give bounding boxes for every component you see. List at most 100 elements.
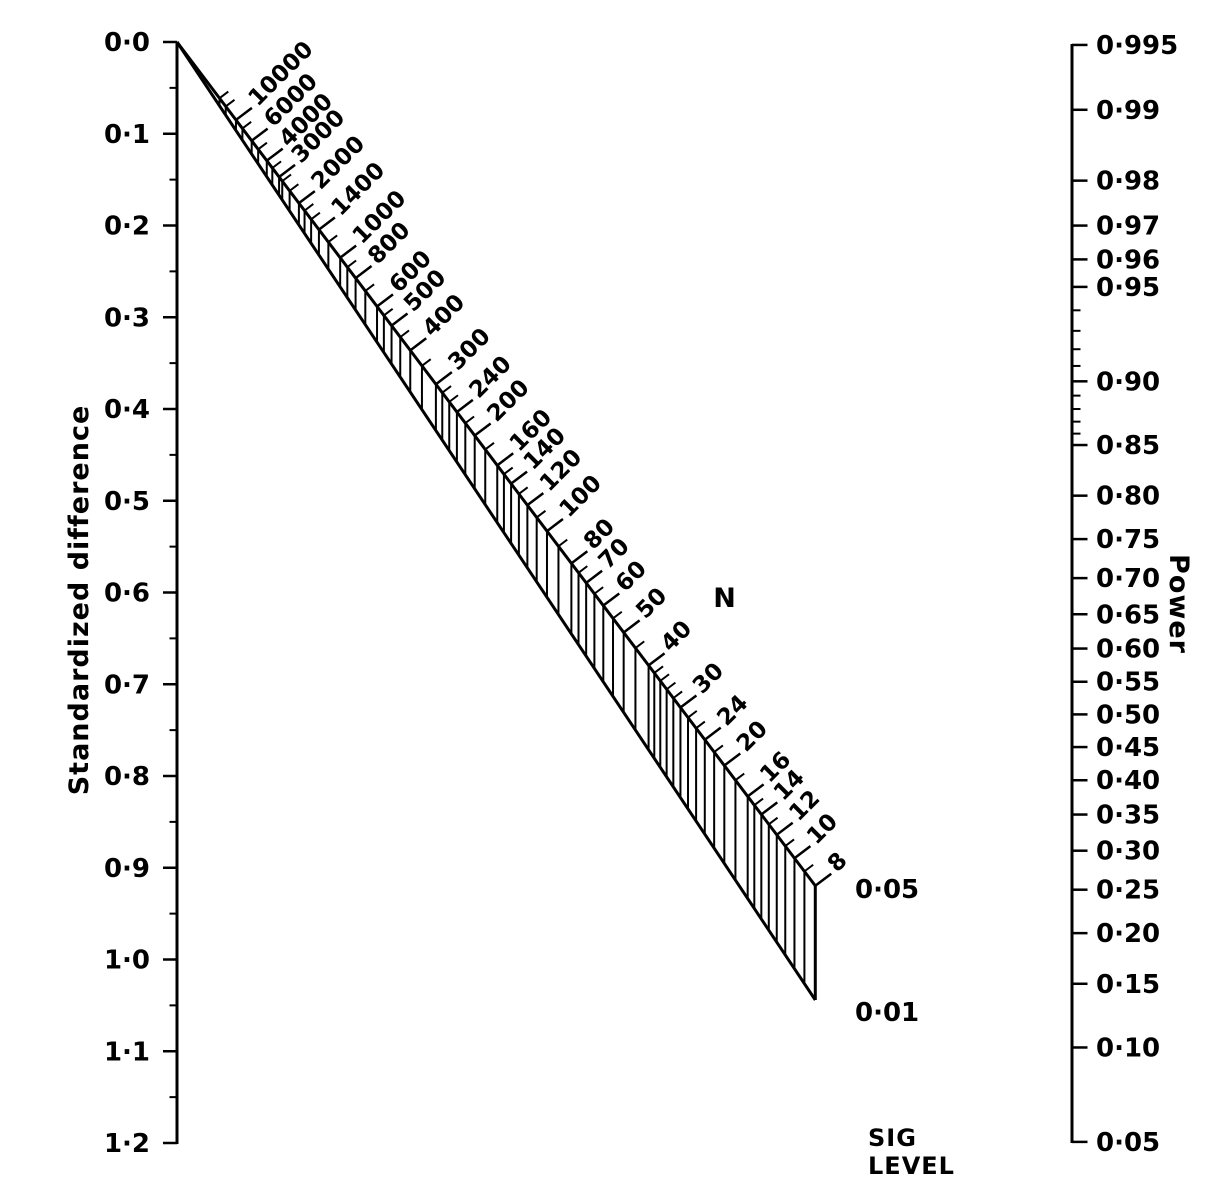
n-minor-tick: [653, 665, 664, 674]
n-tick: [760, 801, 779, 816]
standardized-difference-tick-label: 0·8: [104, 762, 150, 792]
n-scale-title: N: [713, 583, 737, 614]
n-minor-tick: [289, 183, 299, 192]
n-tick: [409, 337, 427, 352]
n-minor-tick: [303, 203, 314, 212]
standardized-difference-tick-label: 1·0: [104, 946, 150, 976]
n-tick: [526, 492, 545, 507]
n-tick: [278, 163, 296, 178]
n-minor-tick: [784, 838, 795, 847]
n-scale-labels: 1000060004000300020001400100080060050040…: [244, 37, 853, 878]
n-tick-label: 30: [688, 658, 729, 699]
standardized-difference-tick-label: 0·0: [104, 28, 150, 58]
n-scale: 1000060004000300020001400100080060050040…: [175, 37, 919, 1028]
sig-level-001-value: 0·01: [855, 998, 919, 1028]
power-tick-label: 0·10: [1096, 1033, 1160, 1063]
n-minor-tick: [672, 690, 683, 699]
n-tick: [235, 106, 253, 121]
n-tick: [704, 726, 722, 741]
n-minor-tick: [346, 259, 357, 268]
power-tick-label: 0·70: [1096, 564, 1160, 594]
n-tick: [496, 452, 514, 467]
n-tick: [814, 872, 833, 887]
power-tick-label: 0·30: [1096, 837, 1160, 867]
power-tick-label: 0·85: [1096, 431, 1160, 461]
n-minor-tick: [612, 610, 623, 620]
n-tick: [602, 592, 621, 607]
n-tick: [456, 398, 474, 413]
n-minor-tick: [281, 173, 292, 182]
n-tick: [775, 821, 794, 836]
power-tick-label: 0·75: [1096, 525, 1160, 555]
n-minor-tick: [225, 98, 236, 108]
standardized-difference-tick-label: 0·4: [104, 395, 150, 425]
n-tick: [390, 312, 409, 327]
power-tick-label: 0·50: [1096, 700, 1160, 730]
standardized-difference-axis-title: Standardized difference: [64, 405, 95, 796]
standardized-difference-tick-label: 0·9: [104, 854, 150, 884]
standardized-difference-tick-label: 0·1: [104, 120, 150, 150]
n-minor-tick: [593, 586, 604, 595]
power-axis-title: Power: [1163, 554, 1194, 654]
n-minor-tick: [327, 234, 338, 243]
n-minor-tick: [536, 510, 547, 519]
n-tick: [647, 652, 666, 667]
standardized-difference-tick-label: 0·5: [104, 487, 150, 517]
power-tick-label: 0·20: [1096, 919, 1160, 949]
standardized-difference-ticks: 0·0 0·1 0·2 0·3 0·4 0·5 0·6 0·7 0·8 0·9 1·0 1·1 1·2: [104, 28, 177, 1159]
power-ticks: 0·995 0·99 0·98 0·970·960·95 0·90 0·85 0·80 0·7…: [1072, 31, 1178, 1158]
n-minor-tick: [310, 211, 321, 221]
n-minor-tick: [503, 466, 514, 475]
n-tick: [435, 371, 453, 386]
sig-level-005-value: 0·05: [855, 875, 919, 905]
power-tick-label: 0·96: [1096, 245, 1160, 275]
n-tick: [339, 244, 357, 259]
n-tick: [723, 752, 742, 767]
n-tick-label: 8: [823, 848, 853, 878]
sig-level-heading-line2: LEVEL: [868, 1152, 955, 1180]
sig-level-heading: SIG LEVEL: [868, 1124, 955, 1180]
n-minor-tick: [448, 394, 459, 403]
sig-001-scale-line: [175, 41, 817, 1001]
power-tick-label: 0·995: [1096, 31, 1178, 61]
n-minor-tick: [803, 863, 814, 873]
n-minor-tick: [518, 486, 529, 495]
n-tick: [585, 569, 603, 584]
n-minor-tick: [634, 640, 645, 649]
n-minor-tick: [241, 121, 252, 130]
n-minor-tick: [271, 160, 282, 169]
n-minor-tick: [364, 283, 375, 292]
n-minor-tick: [399, 329, 410, 338]
n-tick: [679, 694, 698, 709]
standardized-difference-tick-label: 0·2: [104, 212, 150, 242]
standardized-difference-tick-label: 0·7: [104, 670, 150, 700]
n-minor-tick: [557, 538, 568, 548]
power-axis: 0·995 0·99 0·98 0·970·960·95 0·90 0·85 0·80 0·7…: [1070, 31, 1194, 1158]
n-minor-tick: [666, 681, 677, 691]
n-tick-label: 40: [656, 616, 697, 657]
standardized-difference-tick-label: 1·1: [104, 1037, 150, 1067]
power-tick-label: 0·90: [1096, 367, 1160, 397]
n-minor-tick: [257, 141, 268, 151]
n-minor-tick: [659, 673, 670, 682]
n-minor-tick: [768, 816, 779, 826]
n-minor-tick: [464, 415, 475, 424]
standardized-difference-tick-label: 0·6: [104, 579, 150, 609]
power-tick-label: 0·40: [1096, 766, 1160, 796]
sig-005-scale-line: [175, 41, 817, 887]
standardized-difference-tick-label: 0·3: [104, 303, 150, 333]
power-tick-label: 0·95: [1096, 273, 1160, 303]
n-minor-tick: [441, 385, 452, 394]
n-tick: [793, 845, 812, 860]
power-tick-label: 0·15: [1096, 970, 1160, 1000]
n-tick: [546, 518, 564, 533]
power-tick-label: 0·05: [1096, 1128, 1160, 1158]
power-tick-label: 0·55: [1096, 668, 1160, 698]
standardized-difference-axis: 0·00·10·20·30·40·50·60·70·80·91·01·11·2 …: [64, 28, 179, 1159]
n-minor-tick: [713, 744, 724, 753]
n-minor-tick: [695, 720, 706, 730]
n-tick: [266, 147, 284, 162]
n-minor-tick: [484, 442, 495, 451]
